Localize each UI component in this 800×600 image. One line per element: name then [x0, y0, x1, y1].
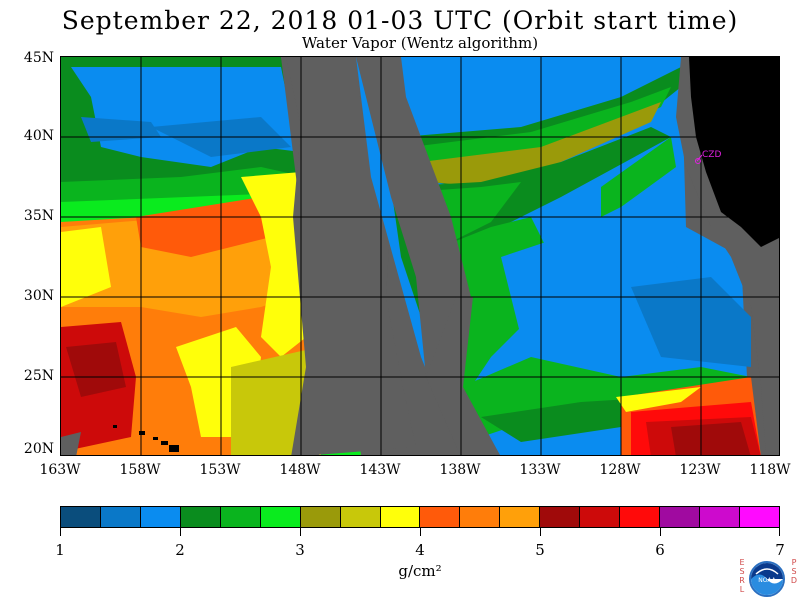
colorbar-tick — [420, 528, 421, 536]
colorbar-swatch — [580, 507, 621, 527]
colorbar-swatch — [180, 507, 221, 527]
colorbar-tick — [779, 528, 780, 536]
colorbar-tick-label: 2 — [175, 541, 185, 559]
colorbar-swatch — [540, 507, 581, 527]
colorbar-tick — [540, 528, 541, 536]
colorbar-swatch — [660, 507, 700, 527]
lon-label-158w: 158W — [119, 462, 161, 478]
lat-label-35n: 35N — [23, 208, 54, 224]
water-vapor-map: CZD — [60, 56, 780, 456]
colorbar-tick-label: 3 — [295, 541, 305, 559]
colorbar-tick-label: 1 — [55, 541, 65, 559]
colorbar-swatch — [100, 507, 141, 527]
colorbar-tick — [300, 528, 301, 536]
coastal-no-data — [676, 57, 779, 455]
map-grid — [61, 57, 779, 455]
colorbar-tick-label: 4 — [415, 541, 425, 559]
lon-label-143w: 143W — [359, 462, 401, 478]
hawaii-islands — [113, 425, 179, 452]
left-swath — [61, 57, 323, 455]
lon-label-138w: 138W — [439, 462, 481, 478]
colorbar-tick — [660, 528, 661, 536]
colorbar — [60, 506, 780, 528]
lat-label-20n: 20N — [23, 441, 54, 457]
colorbar-swatch — [260, 507, 301, 527]
colorbar-swatch — [61, 507, 101, 527]
colorbar-ticks — [60, 528, 780, 536]
colorbar-swatch — [460, 507, 501, 527]
colorbar-swatch — [340, 507, 381, 527]
page-title: September 22, 2018 01-03 UTC (Orbit star… — [61, 6, 739, 35]
lat-label-40n: 40N — [23, 128, 54, 144]
colorbar-swatch — [700, 507, 740, 527]
lon-label-153w: 153W — [199, 462, 241, 478]
colorbar-tick-label: 7 — [775, 541, 785, 559]
colorbar-swatch — [220, 507, 261, 527]
station-marker: CZD — [695, 150, 721, 164]
map-svg: CZD — [61, 57, 779, 455]
no-data-gap-1 — [286, 57, 416, 455]
logo-left-letters: E S R L — [739, 558, 745, 594]
lon-label-148w: 148W — [279, 462, 321, 478]
svg-text:NOAA: NOAA — [758, 577, 776, 584]
colorbar-swatch — [500, 507, 541, 527]
colorbar-swatch — [739, 507, 779, 527]
lat-label-45n: 45N — [23, 50, 54, 66]
lon-label-123w: 123W — [679, 462, 721, 478]
colorbar-tick — [180, 528, 181, 536]
page-subtitle: Water Vapor (Wentz algorithm) — [301, 34, 539, 52]
lon-label-133w: 133W — [519, 462, 561, 478]
lon-label-128w: 128W — [599, 462, 641, 478]
colorbar-tick — [60, 528, 61, 536]
logo-right-letters: P S D — [790, 558, 798, 585]
land-mass — [689, 57, 779, 247]
lat-label-25n: 25N — [23, 368, 54, 384]
colorbar-unit: g/cm² — [398, 562, 442, 580]
colorbar-tick-label: 6 — [655, 541, 665, 559]
noaa-logo-icon: NOAA — [749, 561, 785, 597]
colorbar-swatch — [380, 507, 421, 527]
colorbar-swatch — [420, 507, 461, 527]
colorbar-swatch — [300, 507, 341, 527]
lon-label-163w: 163W — [39, 462, 81, 478]
lat-label-30n: 30N — [23, 288, 54, 304]
station-label: CZD — [702, 150, 721, 160]
lon-label-118w: 118W — [749, 462, 791, 478]
colorbar-swatch — [140, 507, 181, 527]
colorbar-tick-label: 5 — [535, 541, 545, 559]
colorbar-swatch — [620, 507, 661, 527]
